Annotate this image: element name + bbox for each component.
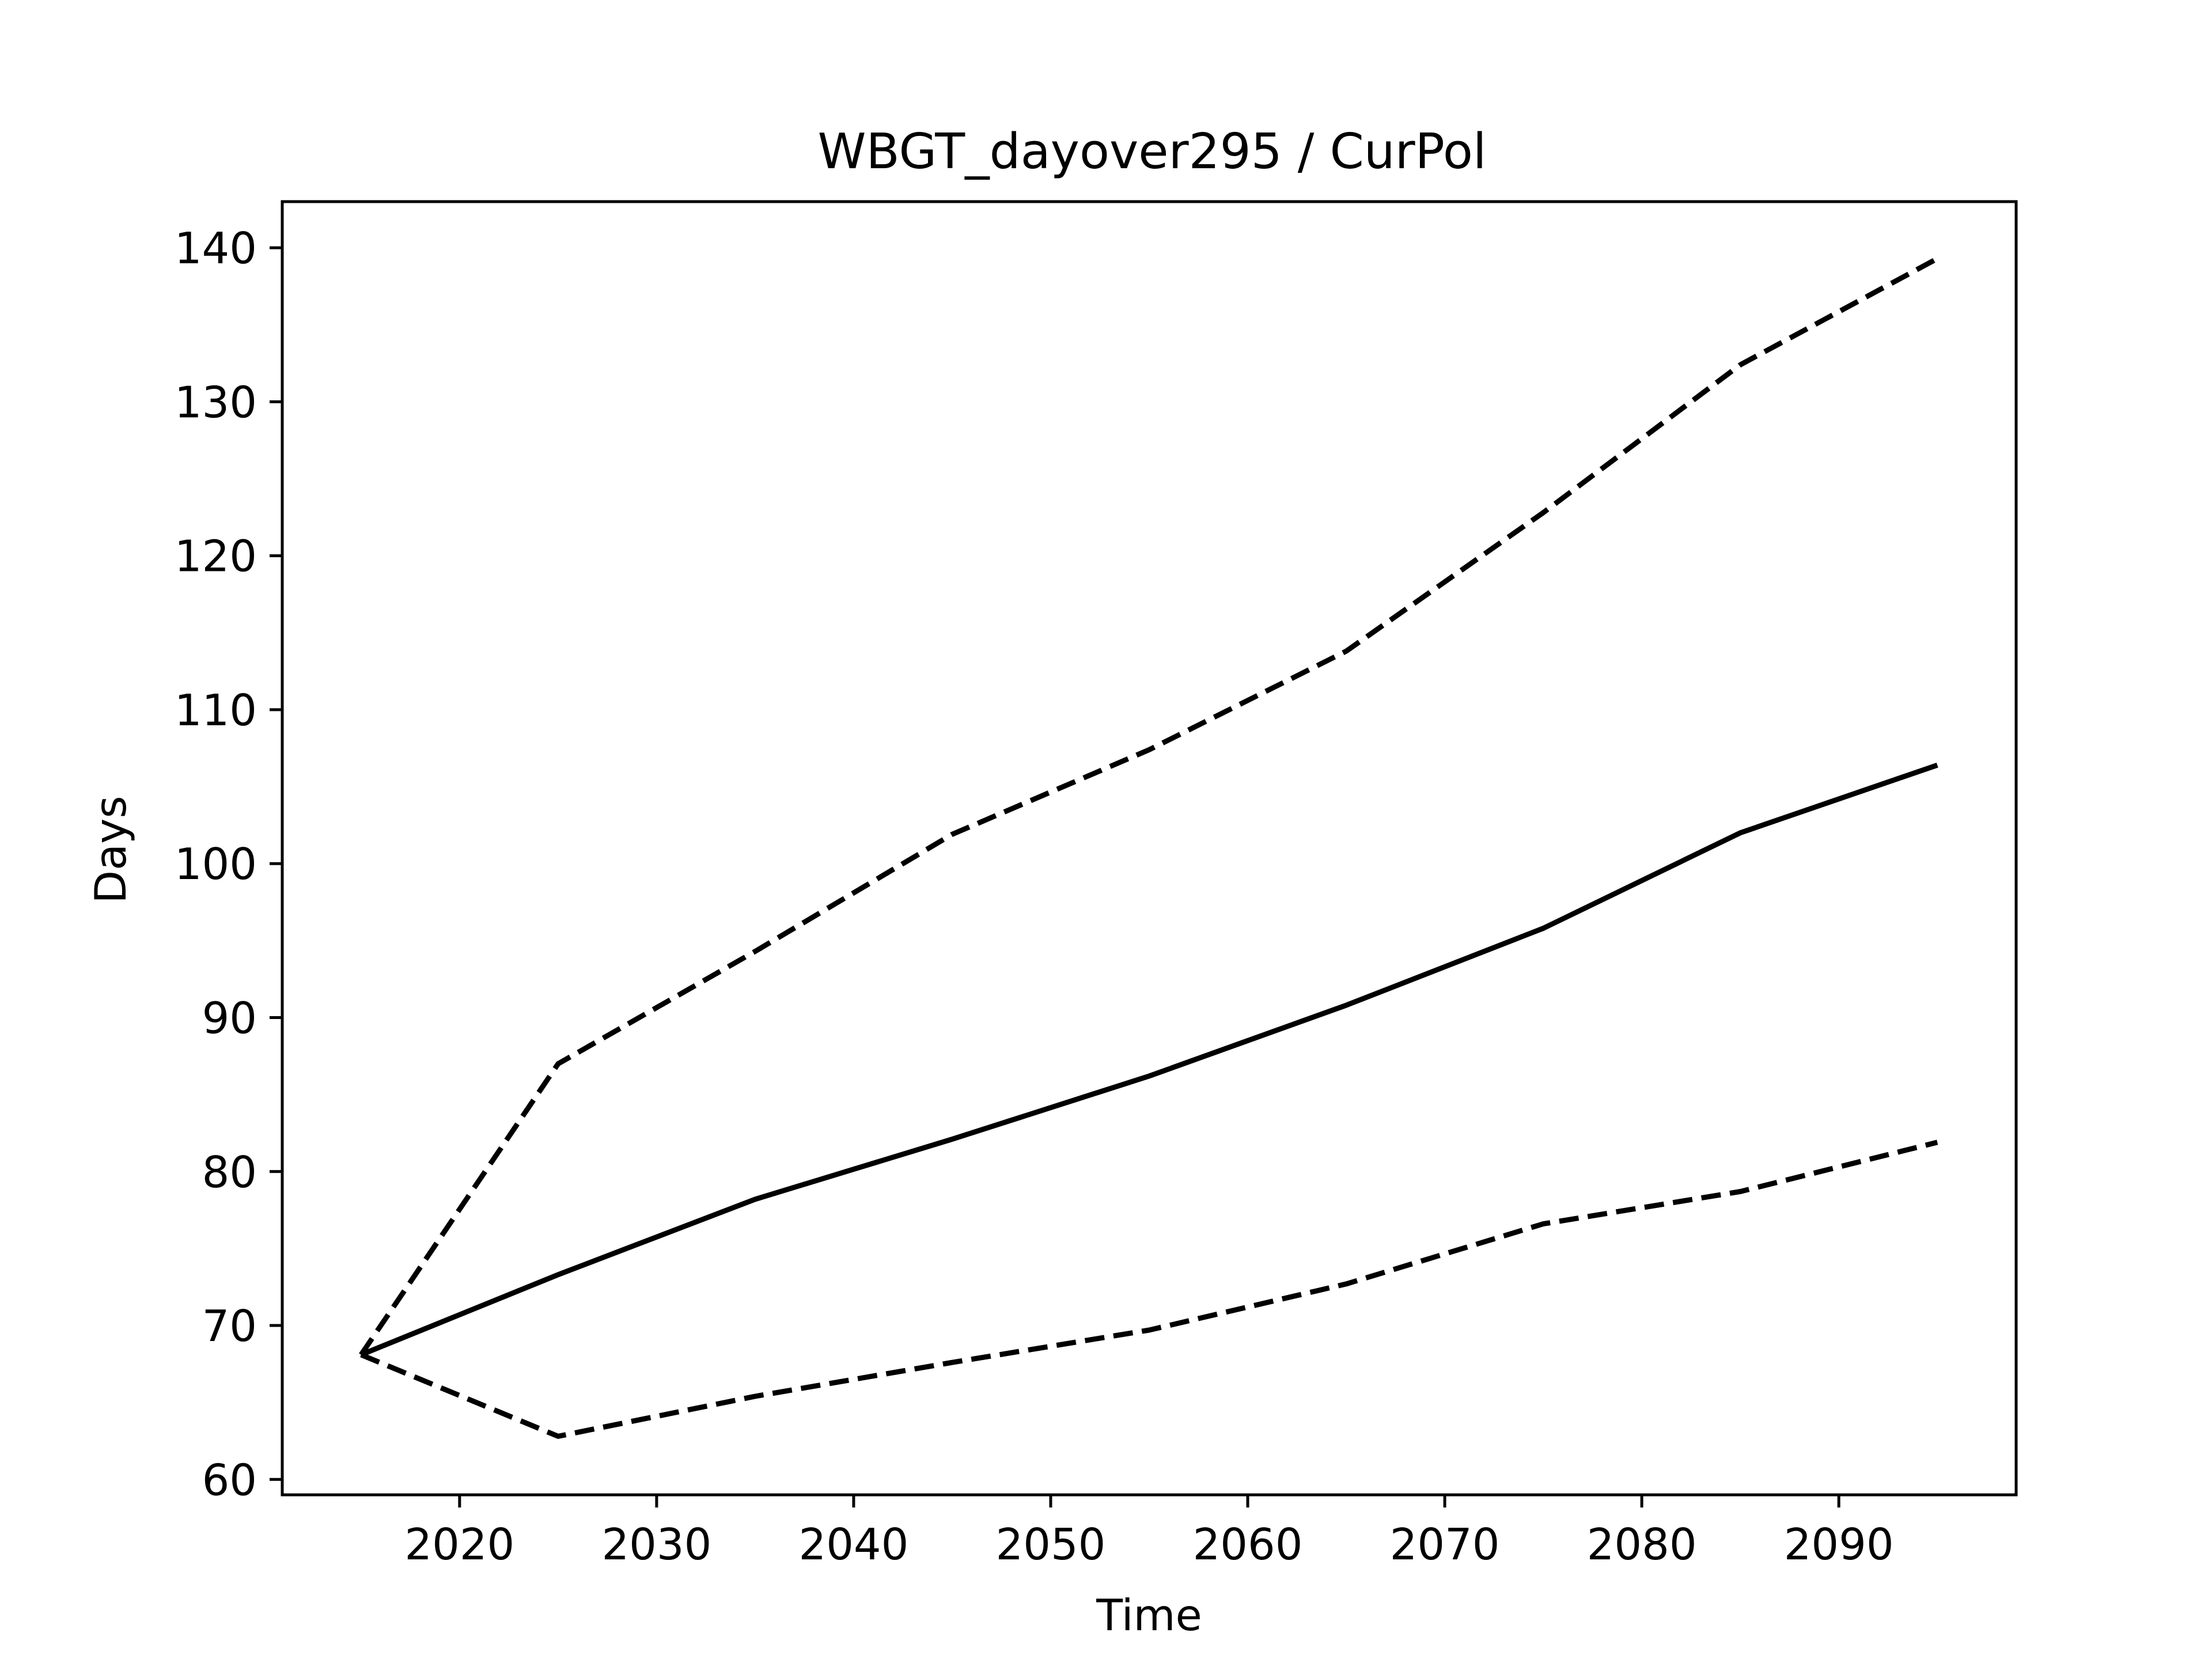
x-tick-label: 2060 [1193,1519,1303,1570]
series-line-3 [360,1139,1938,1439]
y-tick-label: 100 [175,839,257,889]
y-tick-label: 120 [175,531,257,582]
plot-frame [281,200,2018,1497]
y-tick-label: 140 [175,223,257,274]
x-tick-label: 2070 [1390,1519,1500,1570]
y-tick-label: 110 [175,685,257,736]
x-tick-label: 2040 [798,1519,908,1570]
y-tick-label: 90 [202,993,257,1043]
x-tick-label: 2050 [996,1519,1106,1570]
chart-title: WBGT_dayover295 / CurPol [818,123,1487,180]
y-tick-label: 80 [202,1147,257,1198]
plot-area [359,256,1939,1439]
y-tick-label: 70 [202,1301,257,1351]
x-axis-label: Time [1096,1590,1202,1641]
axis-ticks: 2020 2030 2040 2050 2060 2070 2080 2090 60 70 80 90… [175,223,1894,1570]
x-tick-label: 2020 [404,1519,514,1570]
series-line-1 [360,762,1938,1357]
x-tick-label: 2030 [601,1519,711,1570]
y-tick-label: 60 [202,1455,257,1505]
y-axis-label: Days [85,796,136,903]
series-line-2 [359,256,1939,1357]
y-tick-label: 130 [175,377,257,427]
x-tick-label: 2090 [1784,1519,1894,1570]
x-tick-label: 2080 [1587,1519,1697,1570]
